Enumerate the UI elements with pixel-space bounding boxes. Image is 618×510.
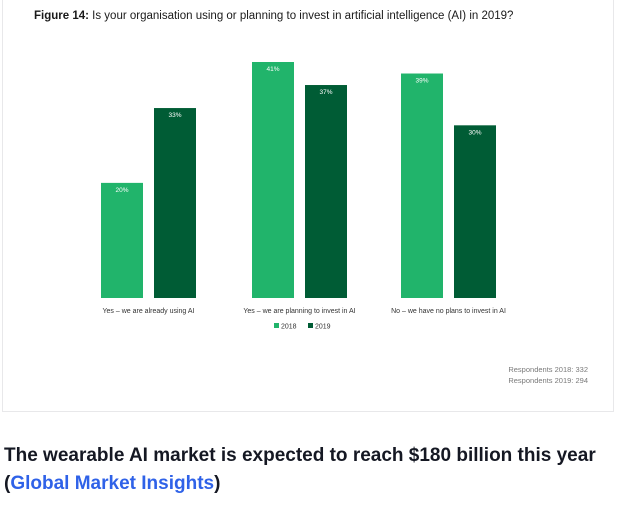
data-label-2018-2: 41%: [266, 66, 279, 73]
bar-2018-2: [252, 62, 294, 298]
data-label-2019-3: 30%: [468, 129, 481, 136]
data-label-2018-3: 39%: [415, 78, 428, 85]
legend-label-2018: 2018: [281, 324, 297, 331]
legend-label-2019: 2019: [315, 324, 331, 331]
figure-title-text: Is your organisation using or planning t…: [92, 10, 514, 22]
respondents-note: Respondents 2018: 332 Respondents 2019: …: [508, 364, 588, 386]
respondents-2019: Respondents 2019: 294: [508, 376, 588, 385]
bar-2019-1: [154, 108, 196, 298]
legend-swatch-2019: [308, 323, 313, 328]
data-label-2019-2: 37%: [319, 89, 332, 96]
global-market-insights-link[interactable]: Global Market Insights: [10, 473, 215, 494]
bar-2018-3: [401, 73, 443, 298]
headline-text: The wearable AI market is expected to re…: [4, 445, 596, 494]
headline: The wearable AI market is expected to re…: [4, 442, 604, 498]
bar-2018-1: [101, 182, 143, 298]
headline-text-end: ): [214, 473, 221, 494]
data-label-2018-1: 20%: [115, 187, 128, 194]
bar-2019-3: [454, 125, 496, 298]
figure-title: Figure 14: Is your organisation using or…: [34, 10, 604, 22]
category-label-3: No – we have no plans to invest in AI: [391, 308, 506, 315]
figure-number: Figure 14:: [34, 10, 89, 22]
bar-2019-2: [305, 85, 347, 299]
category-label-2: Yes – we are planning to invest in AI: [243, 308, 355, 315]
legend-swatch-2018: [274, 323, 279, 328]
data-label-2019-1: 33%: [168, 112, 181, 119]
category-label-1: Yes – we are already using AI: [103, 308, 195, 315]
respondents-2018: Respondents 2018: 332: [508, 365, 588, 374]
bar-chart: 20% 33% Yes – we are already using AI 41% 37…: [101, 62, 506, 331]
